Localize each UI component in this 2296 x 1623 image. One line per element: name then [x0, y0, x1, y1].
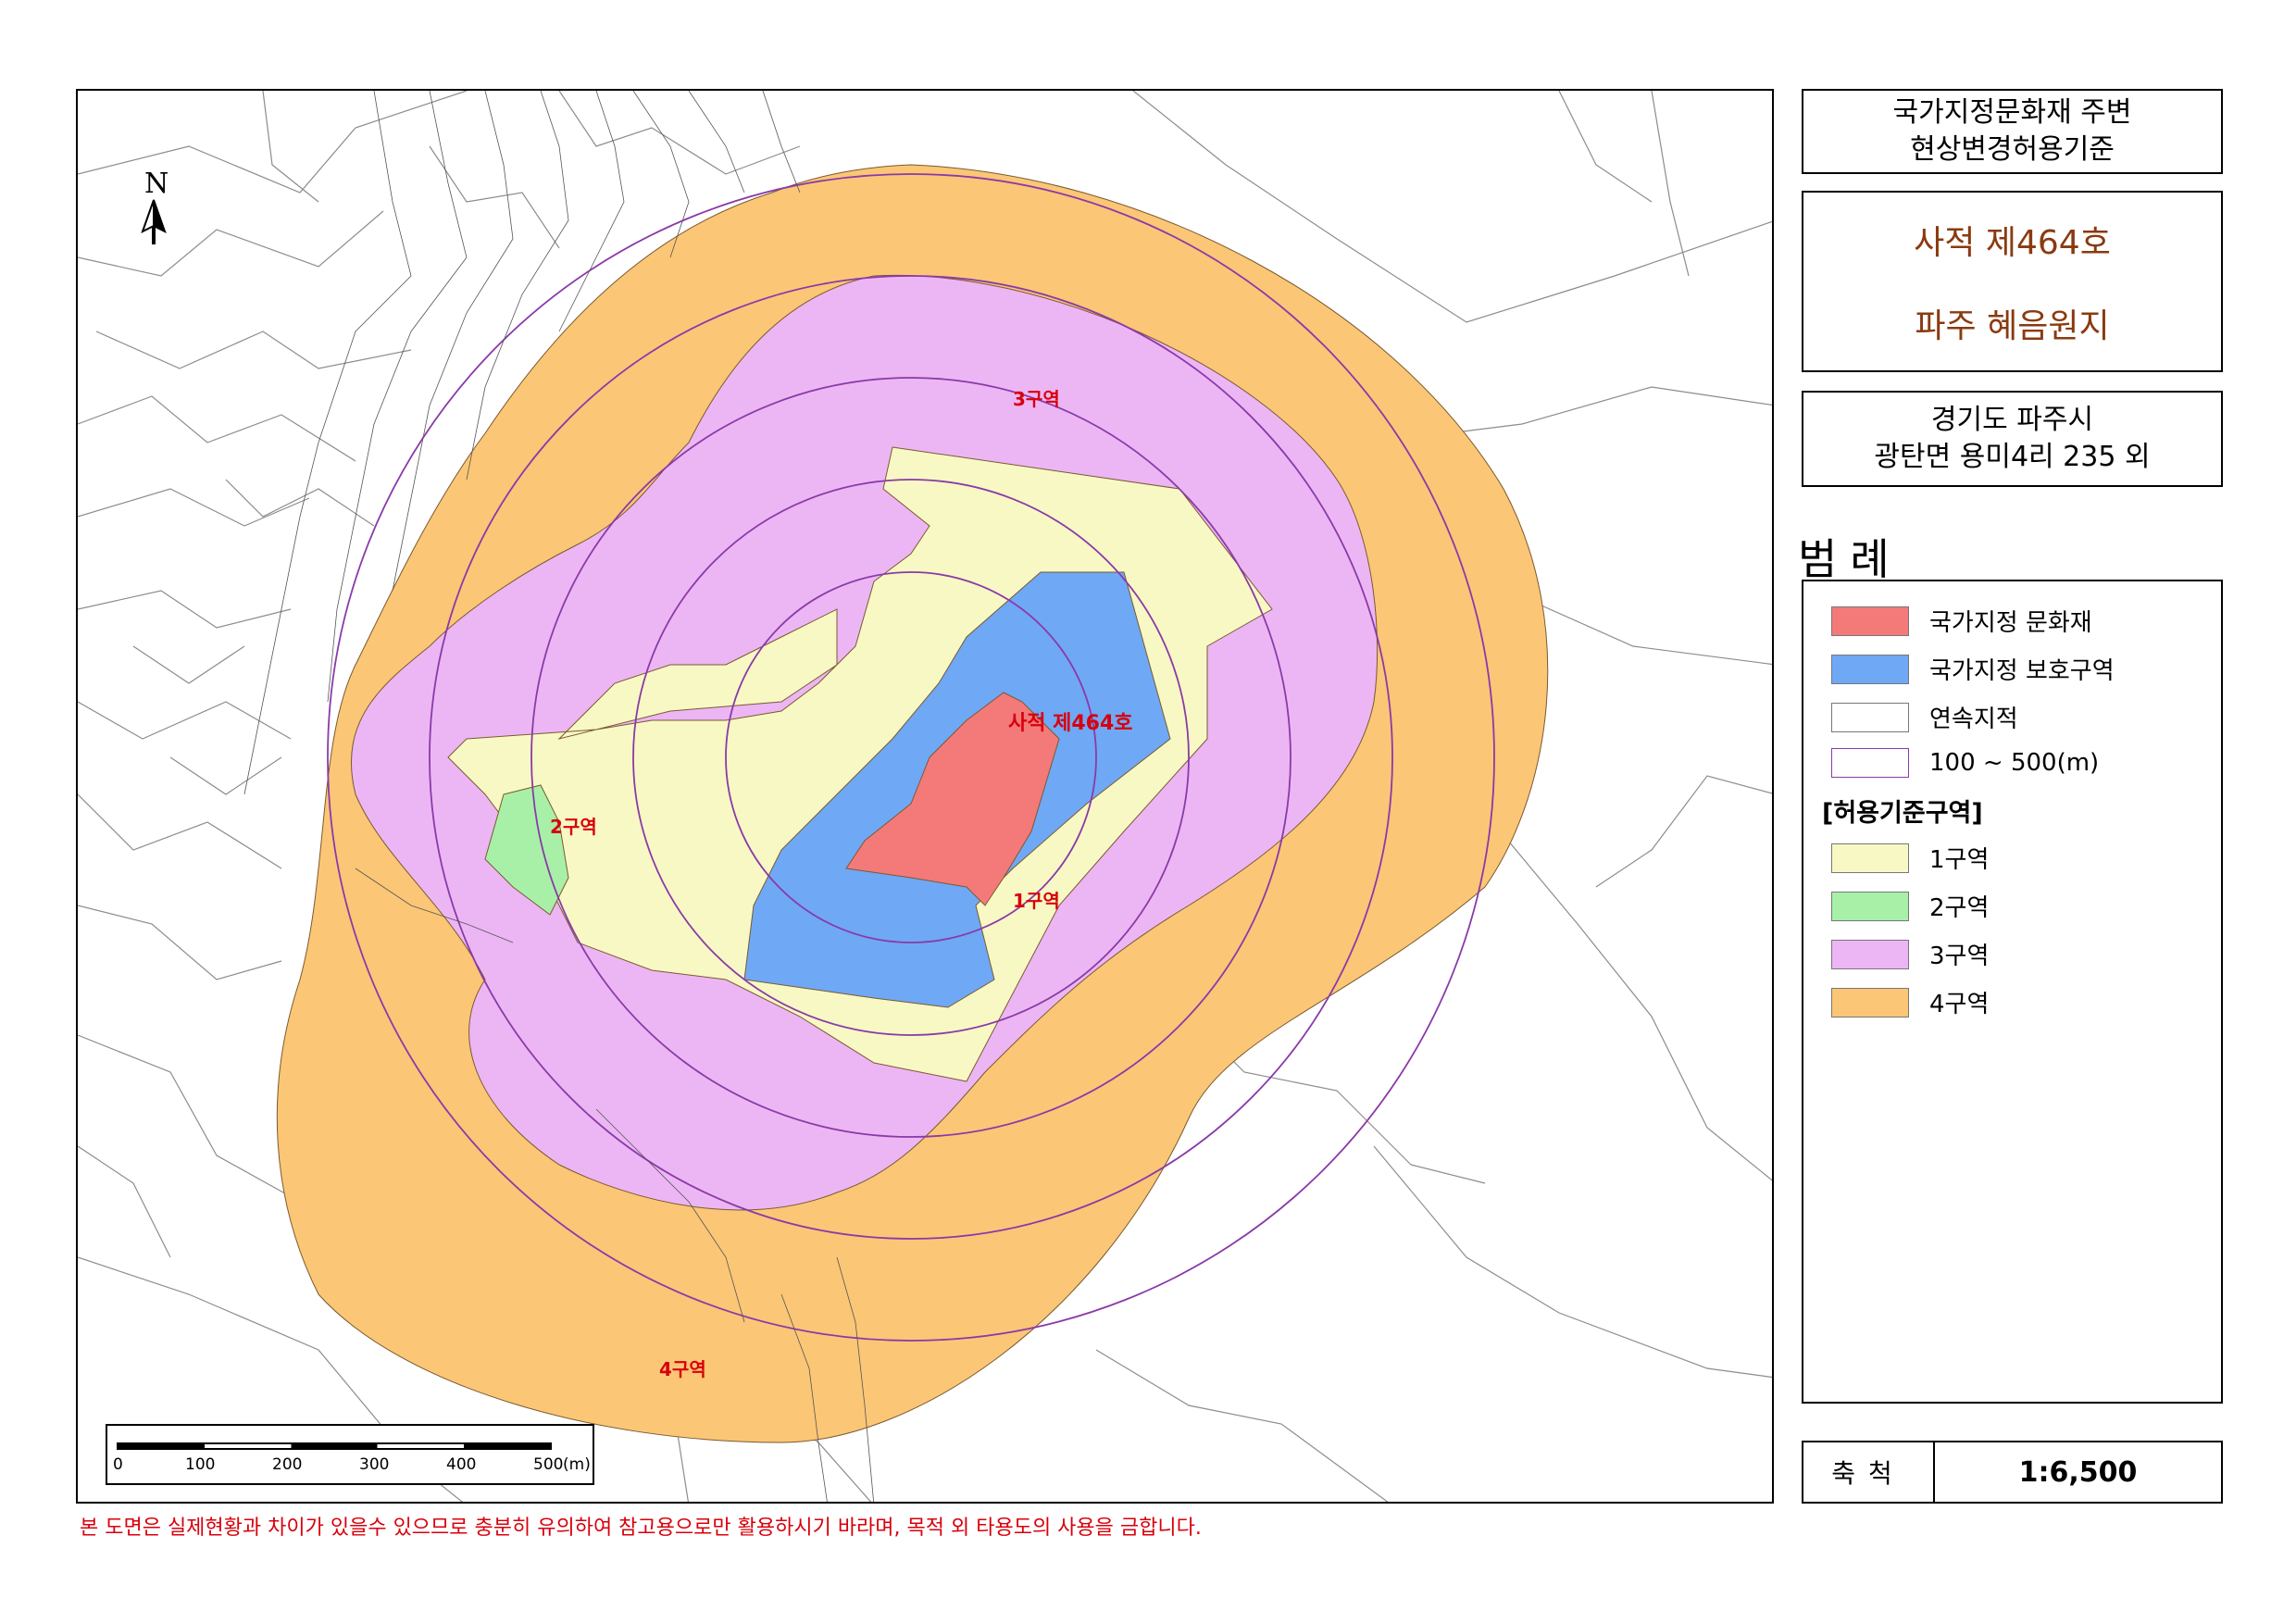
legend-title: 범례	[1798, 534, 1903, 584]
title-box: 국가지정문화재 주변 현상변경허용기준	[1802, 89, 2223, 174]
scale-tick-100: 100	[185, 1455, 216, 1474]
legend-label-protection: 국가지정 보호구역	[1929, 657, 2115, 685]
legend-swatch-zone-2	[1831, 891, 1909, 921]
legend-item-zone-3: 3구역	[1831, 937, 1989, 971]
legend-item-parcel: 연속지적	[1831, 700, 2018, 734]
heritage-name: 파주 혜음원지	[1915, 307, 2110, 345]
disclaimer-text: 본 도면은 실제현황과 차이가 있을수 있으므로 충분히 유의하여 참고용으로만…	[80, 1517, 1202, 1540]
legend-item-protection: 국가지정 보호구역	[1831, 652, 2115, 686]
heritage-designation: 사적 제464호	[1914, 224, 2111, 262]
legend-item-zone-1: 1구역	[1831, 841, 1989, 875]
scale-label: 축척	[1803, 1442, 1935, 1502]
scale-tick-200: 200	[272, 1455, 303, 1474]
legend-box: 국가지정 문화재 국가지정 보호구역 연속지적 100 ~ 500(m) [허용…	[1802, 580, 2223, 1404]
legend-swatch-zone-1	[1831, 843, 1909, 873]
legend-item-zone-4: 4구역	[1831, 985, 1989, 1019]
legend-swatch-zone-4	[1831, 987, 1909, 1017]
heritage-site-area	[845, 692, 1060, 906]
legend-swatch-parcel	[1831, 702, 1909, 732]
zone-2-area	[484, 784, 569, 916]
location-box: 경기도 파주시 광탄면 용미4리 235 외	[1802, 391, 2223, 487]
map-canvas[interactable]: N 사적 제464호 1구역 2구역 3구역 4구역 0 100 200 300…	[76, 89, 1774, 1504]
zone-4-map-label: 4구역	[659, 1358, 706, 1380]
zone-1-map-label: 1구역	[1013, 890, 1060, 912]
location-line-1: 경기도 파주시	[1930, 404, 2094, 436]
heritage-box: 사적 제464호 파주 혜음원지	[1802, 191, 2223, 372]
scale-unit: (m)	[563, 1455, 591, 1474]
scale-value: 1:6,500	[2018, 1455, 2138, 1489]
dense-parcels	[243, 91, 875, 1502]
heritage-map-label: 사적 제464호	[1008, 712, 1133, 735]
legend-swatch-distance	[1831, 748, 1909, 778]
legend-swatch-heritage	[1831, 606, 1909, 636]
scale-bar: 0 100 200 300 400 500 (m)	[106, 1424, 594, 1485]
cadastral-parcels	[78, 91, 1772, 1502]
scale-tick-0: 0	[113, 1455, 123, 1474]
distance-rings	[327, 173, 1495, 1342]
scale-tick-500: 500	[533, 1455, 564, 1474]
scale-tick-300: 300	[359, 1455, 390, 1474]
map-svg: N 사적 제464호 1구역 2구역 3구역 4구역	[78, 91, 1772, 1502]
north-arrow-icon: N	[141, 168, 168, 244]
legend-zone-header: [허용기준구역]	[1822, 799, 1983, 828]
legend-label-zone-2: 2구역	[1929, 894, 1990, 922]
legend-label-zone-4: 4구역	[1929, 991, 1990, 1018]
legend-item-distance: 100 ~ 500(m)	[1831, 748, 2099, 778]
zone-2-map-label: 2구역	[550, 816, 597, 838]
location-line-2: 광탄면 용미4리 235 외	[1874, 441, 2151, 473]
legend-label-zone-1: 1구역	[1929, 846, 1990, 874]
legend-item-heritage: 국가지정 문화재	[1831, 604, 2092, 638]
zone-3-map-label: 3구역	[1013, 388, 1060, 410]
legend-swatch-zone-3	[1831, 939, 1909, 969]
title-line-1: 국가지정문화재 주변	[1892, 96, 2132, 129]
legend-label-zone-3: 3구역	[1929, 943, 1990, 970]
scale-tick-400: 400	[446, 1455, 477, 1474]
north-label: N	[144, 168, 168, 200]
legend-item-zone-2: 2구역	[1831, 889, 1989, 923]
title-line-2: 현상변경허용기준	[1910, 133, 2115, 166]
legend-swatch-protection	[1831, 654, 1909, 684]
legend-label-distance: 100 ~ 500(m)	[1929, 749, 2100, 777]
legend-label-parcel: 연속지적	[1929, 705, 2018, 733]
legend-label-heritage: 국가지정 문화재	[1929, 609, 2092, 637]
scale-box: 축척 1:6,500	[1802, 1441, 2223, 1504]
